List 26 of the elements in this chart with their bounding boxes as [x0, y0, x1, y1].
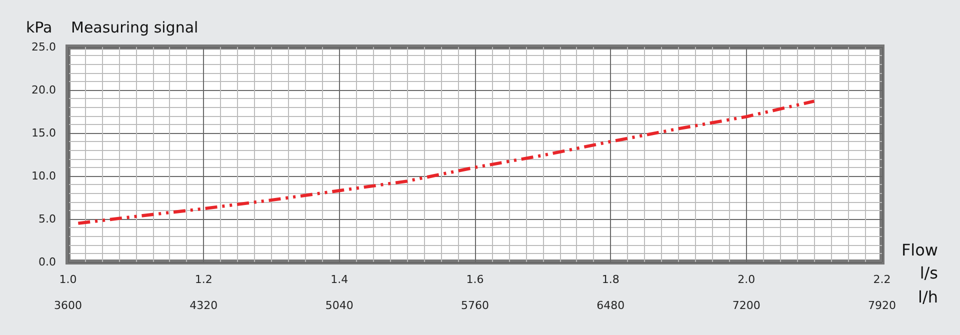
- y-tick-label: 25.0: [32, 40, 56, 54]
- x2-tick-label: 5760: [461, 299, 489, 312]
- x2-axis-title: l/h: [918, 288, 938, 306]
- x-tick-label: 1.4: [330, 273, 348, 286]
- x-tick-label: 1.0: [59, 273, 77, 286]
- x-axis-title: l/s: [920, 264, 938, 282]
- y-tick-label: 5.0: [38, 212, 56, 226]
- chart-title: Measuring signal: [71, 18, 198, 36]
- line-series: [76, 100, 816, 225]
- x2-tick-label: 3600: [54, 299, 82, 312]
- x2-tick-label: 5040: [325, 299, 354, 312]
- x-tick-label: 2.0: [738, 273, 756, 286]
- y-tick-label: 20.0: [32, 84, 56, 96]
- x2-tick-label: 6480: [596, 299, 625, 312]
- x-tick-label: 1.6: [466, 273, 484, 286]
- x2-tick-label: 4320: [190, 299, 218, 312]
- y-tick-label: 0.0: [38, 256, 56, 268]
- y-tick-label: 15.0: [32, 126, 56, 140]
- x-tick-label: 1.2: [194, 273, 212, 286]
- x-tick-label: 2.2: [873, 273, 891, 286]
- y-tick-label: 10.0: [32, 170, 56, 182]
- x2-tick-label: 7920: [868, 299, 896, 312]
- x2-tick-label: 7200: [732, 299, 760, 312]
- x-tick-label: 1.8: [602, 273, 620, 286]
- text: Flow: [901, 240, 938, 260]
- y-axis-title: kPa: [26, 18, 52, 36]
